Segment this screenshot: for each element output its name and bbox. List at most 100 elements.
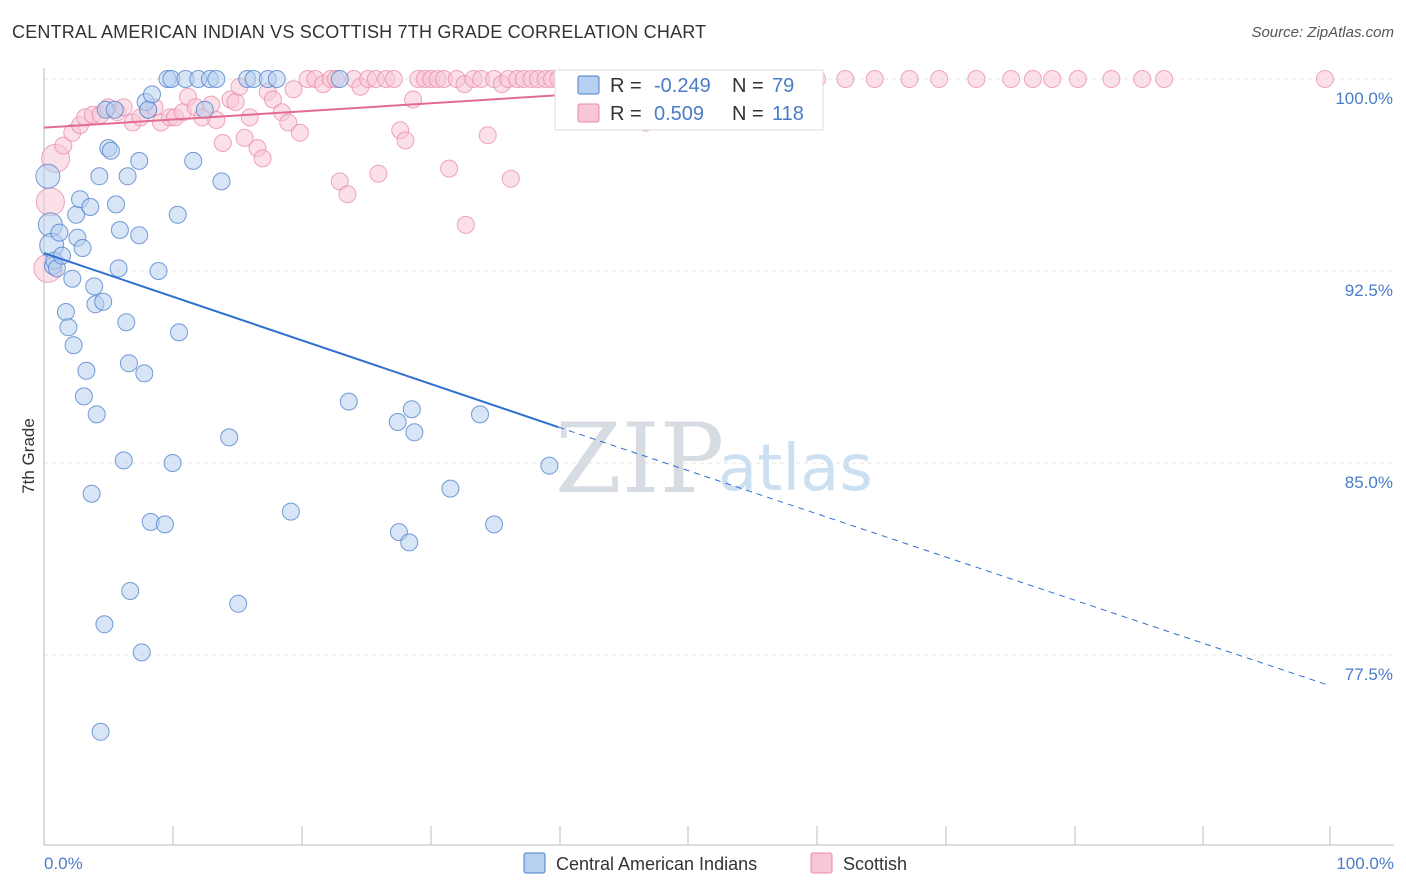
- point-scottish: [1155, 70, 1174, 88]
- point-central-american-indians: [107, 195, 125, 214]
- point-central-american-indians: [82, 484, 101, 503]
- point-central-american-indians: [35, 163, 61, 189]
- point-central-american-indians: [155, 515, 174, 534]
- point-central-american-indians: [119, 354, 138, 373]
- point-central-american-indians: [149, 262, 168, 280]
- point-central-american-indians: [163, 454, 182, 472]
- point-central-american-indians: [540, 456, 559, 475]
- legend-swatch-central-american-indians: [577, 75, 600, 95]
- bottom-legend-swatch-scottish: [810, 852, 833, 874]
- point-central-american-indians: [63, 269, 82, 288]
- point-central-american-indians: [400, 533, 419, 552]
- point-central-american-indians: [114, 451, 133, 470]
- y-tick-label: 77.5%: [1345, 665, 1393, 684]
- point-central-american-indians: [267, 70, 286, 88]
- point-central-american-indians: [212, 172, 231, 191]
- point-scottish: [338, 185, 357, 204]
- source-credit: Source: ZipAtlas.com: [1251, 24, 1394, 41]
- legend-frame: [554, 69, 824, 131]
- bottom-legend-label-scottish: Scottish: [843, 854, 907, 874]
- point-central-american-indians: [109, 259, 128, 278]
- point-central-american-indians: [94, 292, 113, 311]
- point-central-american-indians: [56, 303, 75, 321]
- point-scottish: [501, 169, 520, 188]
- point-central-american-indians: [170, 323, 188, 342]
- point-scottish: [396, 131, 415, 150]
- point-central-american-indians: [50, 223, 69, 242]
- y-tick-labels: 77.5% 85.0% 92.5% 100.0%: [1335, 89, 1393, 684]
- legend-box: R = -0.249 N = 79 R = 0.509 N = 118: [554, 69, 824, 131]
- y-axis-label: 7th Grade: [19, 418, 38, 494]
- point-scottish: [1023, 70, 1042, 88]
- y-tick-label: 100.0%: [1335, 89, 1393, 108]
- point-scottish: [253, 149, 272, 168]
- point-central-american-indians: [184, 151, 203, 170]
- point-central-american-indians: [281, 502, 300, 521]
- trend-line-central-american-indians: [43, 252, 559, 429]
- gridlines: [44, 78, 1394, 656]
- point-central-american-indians: [74, 387, 93, 406]
- point-scottish: [836, 70, 855, 88]
- point-scottish: [1133, 70, 1152, 88]
- point-central-american-indians: [73, 239, 92, 257]
- x-tick-label-min: 0.0%: [44, 854, 83, 873]
- trend-line-central-american-indians-extension: [558, 426, 1331, 687]
- point-scottish: [1315, 70, 1334, 88]
- bottom-legend-label-central-american-indians: Central American Indians: [556, 854, 757, 874]
- point-scottish: [478, 126, 497, 145]
- point-central-american-indians: [64, 336, 83, 355]
- point-scottish: [1002, 70, 1021, 88]
- point-scottish: [865, 70, 884, 88]
- watermark-atlas: atlas: [718, 432, 873, 506]
- point-scottish: [279, 113, 298, 132]
- legend-r-label-1: R =: [610, 75, 642, 97]
- legend-r-label-2: R =: [610, 103, 642, 125]
- point-scottish: [900, 70, 919, 88]
- point-central-american-indians: [168, 205, 187, 224]
- point-central-american-indians: [130, 151, 149, 170]
- x-ticks: [43, 826, 1331, 845]
- point-scottish: [456, 215, 475, 234]
- legend-n-value-1: 79: [772, 75, 794, 97]
- point-central-american-indians: [117, 313, 136, 332]
- point-central-american-indians: [90, 167, 109, 186]
- bottom-legend-swatch-central-american-indians: [523, 852, 546, 874]
- point-central-american-indians: [441, 479, 460, 498]
- point-scottish: [213, 134, 232, 152]
- legend-r-value-2: 0.509: [654, 103, 704, 125]
- point-central-american-indians: [101, 141, 120, 160]
- legend-swatch-scottish: [577, 103, 600, 123]
- point-scottish: [1043, 70, 1062, 88]
- point-scottish: [1068, 70, 1087, 88]
- bottom-legend: Central American Indians Scottish: [523, 852, 907, 874]
- chart-title: CENTRAL AMERICAN INDIAN VS SCOTTISH 7TH …: [12, 22, 707, 42]
- point-central-american-indians: [110, 221, 129, 239]
- y-tick-label: 85.0%: [1345, 473, 1393, 492]
- point-scottish: [369, 164, 388, 183]
- point-central-american-indians: [105, 100, 124, 119]
- legend-r-value-1: -0.249: [654, 75, 711, 97]
- point-central-american-indians: [59, 318, 78, 337]
- point-central-american-indians: [143, 85, 161, 104]
- point-central-american-indians: [195, 100, 214, 119]
- point-central-american-indians: [85, 277, 104, 296]
- point-central-american-indians: [388, 413, 407, 431]
- point-central-american-indians: [229, 594, 248, 613]
- point-central-american-indians: [81, 198, 100, 216]
- trend-lines: [43, 78, 1331, 687]
- point-central-american-indians: [87, 405, 106, 424]
- point-scottish: [35, 187, 65, 217]
- point-scottish: [440, 159, 459, 178]
- point-central-american-indians: [130, 226, 149, 245]
- point-central-american-indians: [135, 364, 154, 383]
- point-scottish: [290, 123, 309, 142]
- point-central-american-indians: [77, 361, 96, 380]
- legend-n-value-2: 118: [772, 103, 804, 125]
- point-scottish: [967, 70, 986, 88]
- point-central-american-indians: [402, 400, 421, 419]
- point-scottish: [226, 93, 245, 111]
- point-scottish: [240, 108, 259, 127]
- point-scottish: [1102, 70, 1121, 88]
- y-tick-label: 92.5%: [1345, 281, 1393, 300]
